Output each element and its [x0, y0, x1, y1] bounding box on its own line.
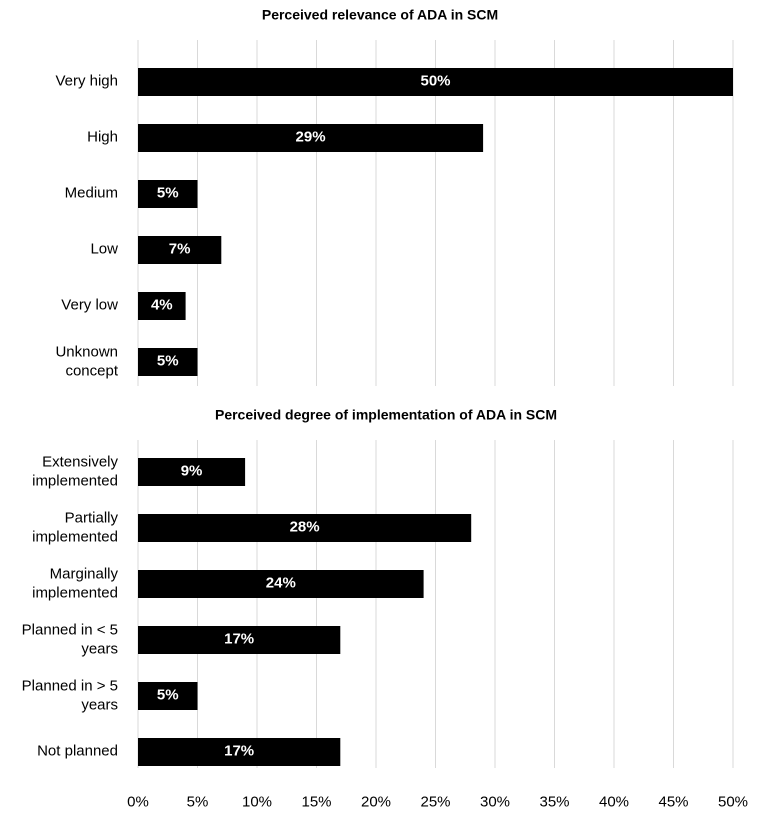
value-label: 24% — [265, 574, 296, 592]
bar — [138, 68, 733, 96]
value-label: 29% — [295, 128, 326, 146]
bar — [138, 292, 186, 320]
category-label: Not planned — [37, 742, 118, 760]
bar — [138, 458, 246, 486]
value-label: 7% — [168, 240, 191, 258]
chart-title: Perceived degree of implementation of AD… — [214, 406, 558, 423]
x-tick-label: 35% — [539, 793, 570, 811]
x-tick-label: 10% — [241, 793, 273, 811]
bar — [138, 180, 198, 208]
category-label: Unknown concept — [55, 343, 118, 379]
bar — [138, 124, 484, 152]
value-label: 17% — [224, 630, 255, 648]
bar — [138, 570, 424, 598]
category-label: Extensively implemented — [32, 453, 118, 489]
category-label: Planned in < 5 years — [21, 621, 118, 657]
category-label: High — [87, 128, 118, 146]
value-label: 5% — [156, 352, 179, 370]
bar — [138, 236, 222, 264]
category-label: Partially implemented — [32, 509, 118, 545]
value-label: 50% — [420, 72, 451, 90]
category-label: Marginally implemented — [32, 565, 118, 601]
value-label: 28% — [289, 518, 320, 536]
x-tick-label: 15% — [301, 793, 332, 811]
bar — [138, 626, 341, 654]
x-tick-label: 5% — [186, 793, 209, 811]
value-label: 5% — [156, 686, 179, 704]
x-tick-label: 50% — [717, 793, 749, 811]
chart-title: Perceived relevance of ADA in SCM — [261, 6, 499, 23]
bar — [138, 514, 472, 542]
x-tick-label: 45% — [658, 793, 689, 811]
value-label: 9% — [180, 462, 203, 480]
value-label: 5% — [156, 184, 179, 202]
bar — [138, 682, 198, 710]
x-tick-label: 25% — [420, 793, 451, 811]
value-label: 17% — [224, 742, 255, 760]
bar — [138, 348, 198, 376]
category-label: Planned in > 5 years — [21, 677, 118, 713]
bar — [138, 738, 341, 766]
x-tick-label: 20% — [360, 793, 392, 811]
value-label: 4% — [150, 296, 173, 314]
x-tick-label: 40% — [598, 793, 630, 811]
category-label: Medium — [64, 184, 118, 202]
category-label: Very low — [61, 296, 118, 314]
category-label: Very high — [55, 72, 118, 90]
category-label: Low — [90, 240, 118, 258]
x-tick-label: 30% — [479, 793, 511, 811]
x-tick-label: 0% — [127, 793, 149, 811]
